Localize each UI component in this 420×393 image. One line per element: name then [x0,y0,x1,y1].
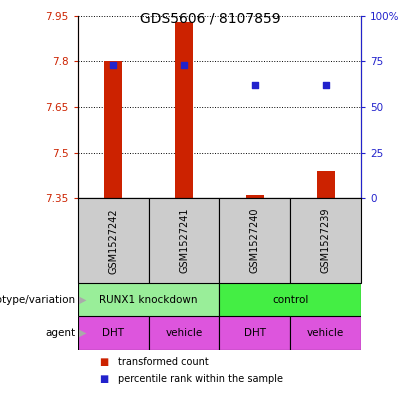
Text: RUNX1 knockdown: RUNX1 knockdown [99,295,198,305]
Text: vehicle: vehicle [165,328,202,338]
Text: ■: ■ [99,356,108,367]
Text: ■: ■ [99,374,108,384]
Bar [220,198,290,283]
Bar [104,61,122,198]
Text: ▶: ▶ [79,295,86,305]
Point [110,62,116,68]
Text: GSM1527242: GSM1527242 [108,208,118,274]
Bar [78,316,149,350]
Point [323,82,329,88]
Bar [246,195,264,198]
Bar [290,316,361,350]
Text: DHT: DHT [102,328,124,338]
Bar [175,22,193,198]
Text: control: control [272,295,309,305]
Text: transformed count: transformed count [118,356,208,367]
Text: agent: agent [45,328,76,338]
Bar [149,198,220,283]
Text: GSM1527241: GSM1527241 [179,208,189,274]
Bar [220,283,361,316]
Point [252,82,258,88]
Bar [149,316,220,350]
Bar [290,198,361,283]
Bar [317,171,335,198]
Text: genotype/variation: genotype/variation [0,295,76,305]
Text: ▶: ▶ [79,328,86,338]
Text: DHT: DHT [244,328,266,338]
Bar [78,198,149,283]
Text: percentile rank within the sample: percentile rank within the sample [118,374,283,384]
Text: GSM1527240: GSM1527240 [250,208,260,274]
Bar [220,316,290,350]
Point [181,62,187,68]
Text: vehicle: vehicle [307,328,344,338]
Text: GDS5606 / 8107859: GDS5606 / 8107859 [140,12,280,26]
Bar [78,283,220,316]
Text: GSM1527239: GSM1527239 [321,208,331,274]
